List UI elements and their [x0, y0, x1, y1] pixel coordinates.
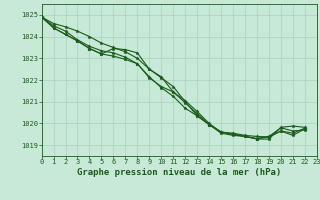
X-axis label: Graphe pression niveau de la mer (hPa): Graphe pression niveau de la mer (hPa)	[77, 168, 281, 177]
